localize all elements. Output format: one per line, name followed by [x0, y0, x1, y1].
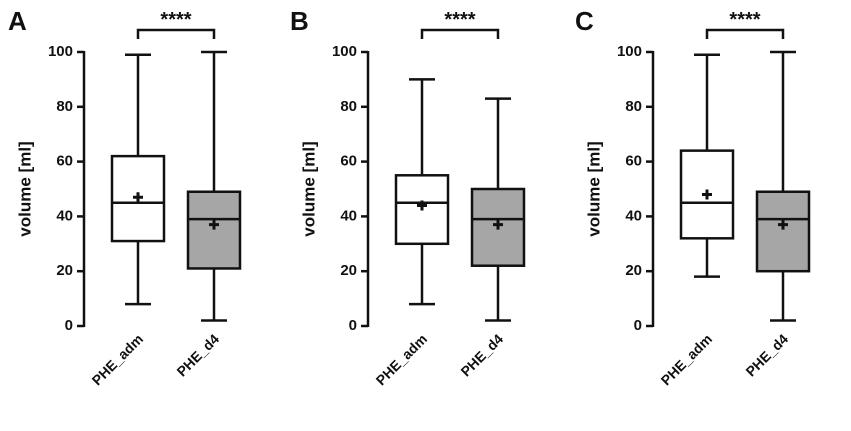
- y-tick-label: 40: [340, 207, 357, 224]
- y-tick-label: 100: [48, 43, 73, 60]
- y-tick-label: 0: [65, 317, 73, 334]
- iqr-box: [679, 149, 735, 240]
- box-phe-adm: [394, 78, 450, 306]
- box-phe-adm: [679, 53, 735, 278]
- x-tick-label: PHE_adm: [373, 331, 431, 389]
- mean-marker: [133, 192, 143, 203]
- significance-label: ****: [160, 9, 191, 31]
- panel-label: B: [290, 6, 309, 36]
- y-axis-label: volume [ml]: [299, 141, 318, 236]
- mean-marker: [778, 219, 788, 230]
- iqr-box: [755, 190, 811, 273]
- y-tick-label: 0: [634, 317, 642, 334]
- y-tick-label: 80: [340, 98, 357, 115]
- significance-bracket: [420, 28, 500, 39]
- box-phe-d4: [755, 50, 811, 322]
- panel-label: C: [575, 6, 594, 36]
- x-tick-label: PHE_d4: [173, 331, 222, 380]
- x-tick-label: PHE_adm: [89, 331, 147, 389]
- y-axis-label: volume [ml]: [584, 141, 603, 236]
- y-tick-label: 20: [625, 262, 642, 279]
- mean-marker: [702, 189, 712, 200]
- y-tick-label: 20: [340, 262, 357, 279]
- y-tick-label: 40: [625, 207, 642, 224]
- y-tick-label: 20: [56, 262, 73, 279]
- y-tick-label: 100: [617, 43, 642, 60]
- box-phe-adm: [110, 53, 166, 306]
- significance-label: ****: [729, 9, 760, 31]
- box-phe-d4: [186, 50, 242, 322]
- y-axis-label: volume [ml]: [15, 141, 34, 236]
- iqr-box: [186, 190, 242, 270]
- significance-bracket: [705, 28, 785, 39]
- x-tick-label: PHE_adm: [658, 331, 716, 389]
- y-tick-label: 0: [349, 317, 357, 334]
- mean-marker: [209, 219, 219, 230]
- y-tick-label: 60: [56, 153, 73, 170]
- y-tick-label: 60: [340, 153, 357, 170]
- significance-bracket: [136, 28, 216, 39]
- y-tick-label: 80: [625, 98, 642, 115]
- box-phe-d4: [470, 97, 526, 322]
- y-tick-label: 60: [625, 153, 642, 170]
- y-tick-label: 40: [56, 207, 73, 224]
- mean-marker: [493, 219, 503, 230]
- panel-label: A: [8, 6, 27, 36]
- y-tick-label: 100: [332, 43, 357, 60]
- x-tick-label: PHE_d4: [457, 331, 506, 380]
- mean-marker: [417, 200, 427, 211]
- x-tick-label: PHE_d4: [742, 331, 791, 380]
- significance-label: ****: [444, 9, 475, 31]
- y-tick-label: 80: [56, 98, 73, 115]
